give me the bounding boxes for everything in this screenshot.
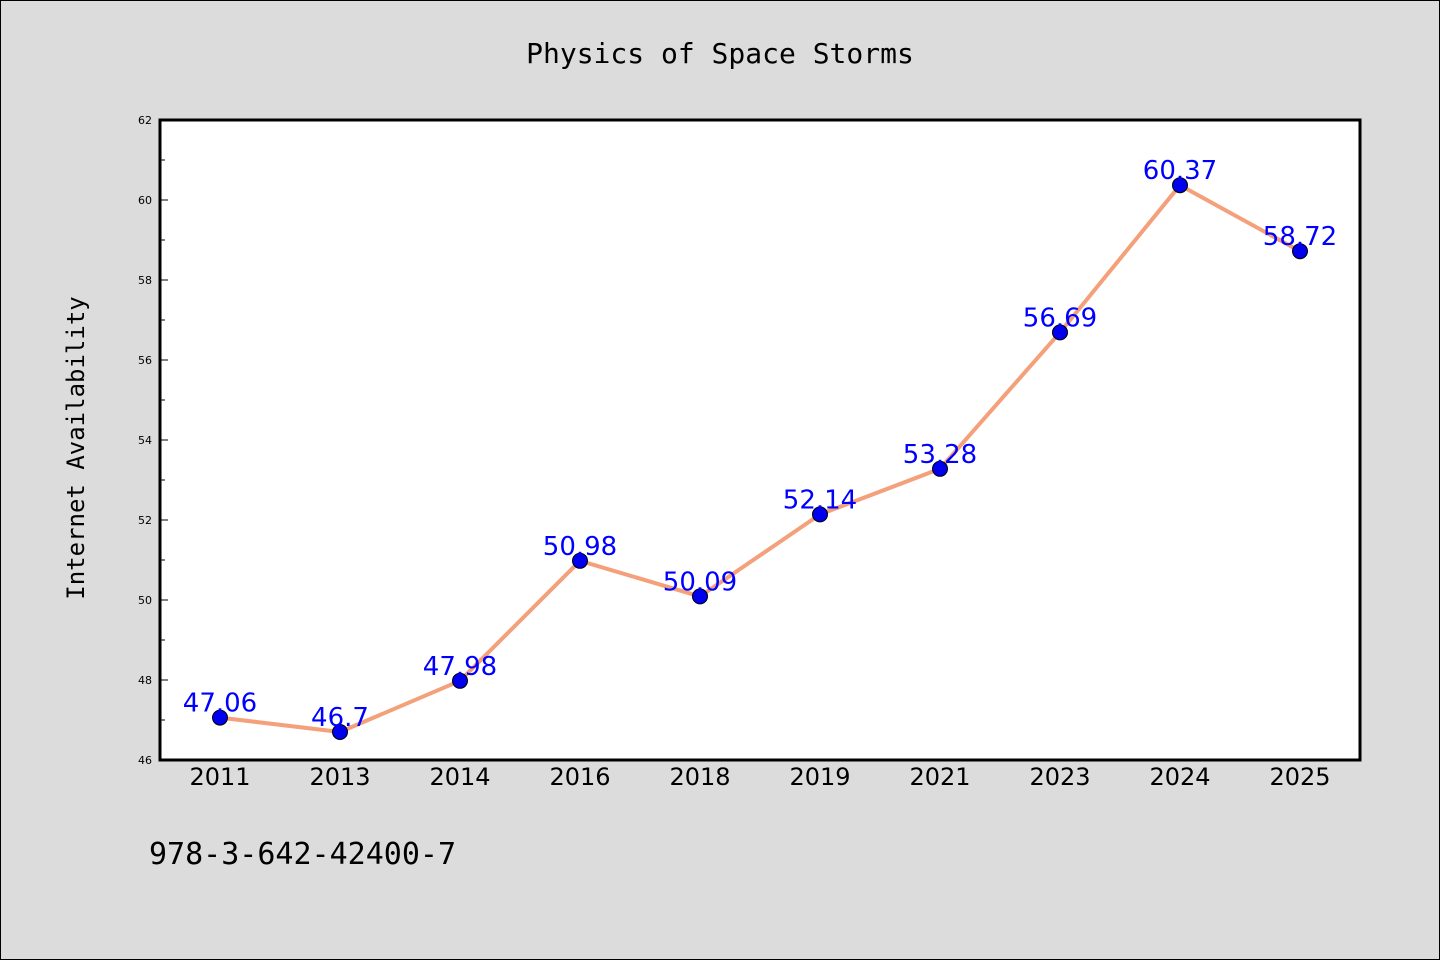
data-label: 60.37	[1143, 156, 1217, 186]
x-tick-label: 2024	[1149, 763, 1210, 791]
y-tick-label: 56	[138, 354, 152, 367]
y-tick-label: 50	[138, 594, 152, 607]
data-point	[932, 460, 948, 477]
data-point	[1292, 243, 1308, 260]
x-tick-label: 2018	[669, 763, 730, 791]
data-label: 47.06	[183, 689, 257, 719]
x-tick-label: 2016	[549, 763, 610, 791]
data-label: 58.72	[1263, 222, 1337, 252]
y-tick-label: 54	[138, 434, 152, 447]
series-layer: 47.06 46.7 47.98 50.98 50.09 52.14 53.28 56.69 6…	[183, 156, 1337, 740]
x-tick-label: 2014	[429, 763, 490, 791]
data-label: 50.09	[663, 567, 737, 597]
x-tick-label: 2013	[309, 763, 370, 791]
y-tick-label: 48	[138, 674, 152, 687]
y-tick-label: 52	[138, 514, 152, 527]
data-label: 52.14	[783, 485, 857, 515]
y-tick-label: 62	[138, 114, 152, 127]
data-point	[692, 588, 708, 605]
data-point	[572, 552, 588, 569]
y-tick-label: 58	[138, 274, 152, 287]
footer-isbn: 978-3-642-42400-7	[149, 837, 456, 872]
x-axis-ticks: 2011 2013 2014 2016 2018 2019 2021 2023 2024 2025	[189, 763, 1330, 791]
data-label: 50.98	[543, 532, 617, 562]
data-point	[1172, 177, 1188, 194]
x-tick-label: 2021	[909, 763, 970, 791]
x-tick-label: 2025	[1269, 763, 1330, 791]
data-point	[452, 672, 468, 689]
x-tick-label: 2011	[189, 763, 250, 791]
plot-area	[160, 120, 1360, 760]
data-point	[812, 506, 828, 523]
x-tick-label: 2019	[789, 763, 850, 791]
data-label: 46.7	[311, 703, 369, 733]
data-label: 56.69	[1023, 303, 1097, 333]
y-axis-label: Internet Availability	[62, 296, 90, 599]
data-point	[1052, 324, 1068, 341]
data-label: 47.98	[423, 652, 497, 682]
series-line	[218, 183, 1302, 734]
data-point	[212, 709, 228, 726]
y-tick-label: 60	[138, 194, 152, 207]
data-label: 53.28	[903, 440, 977, 470]
data-point	[332, 724, 348, 740]
x-tick-label: 2023	[1029, 763, 1090, 791]
chart-title: Physics of Space Storms	[526, 37, 914, 70]
plot-frame	[158, 118, 1362, 762]
y-tick-label: 46	[138, 754, 152, 767]
